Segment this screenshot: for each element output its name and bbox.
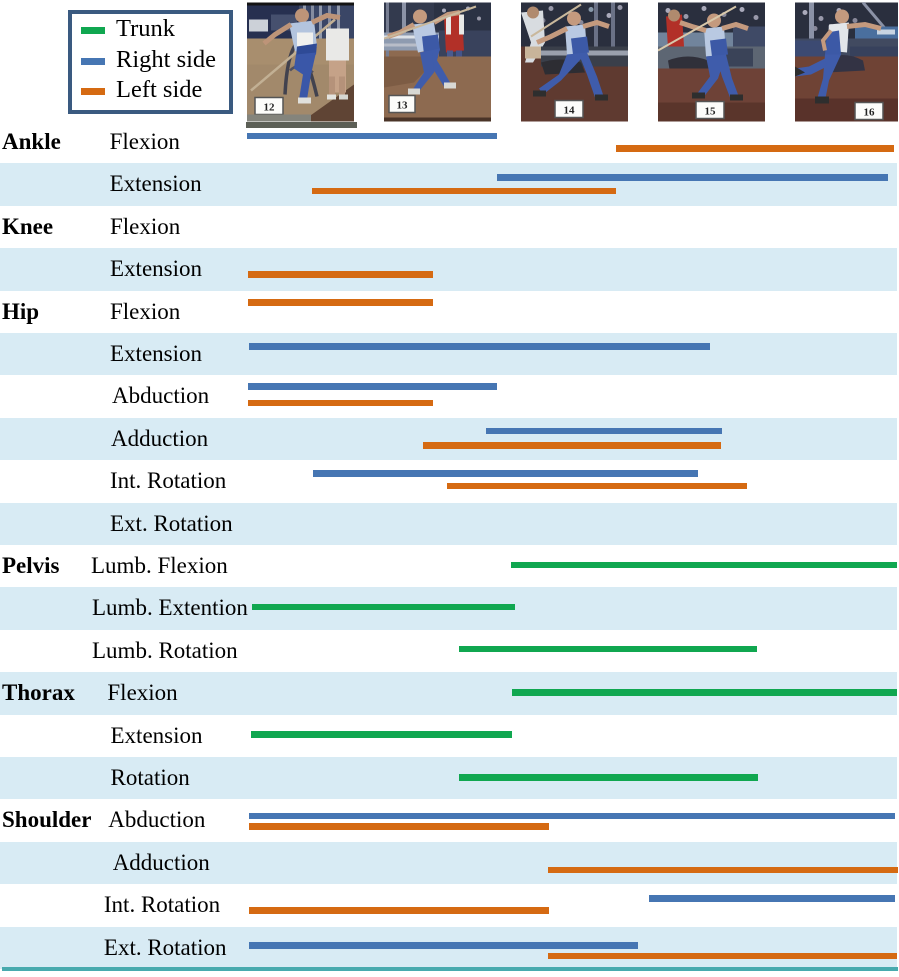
svg-text:13: 13 [397, 100, 409, 112]
svg-text:15: 15 [705, 106, 717, 118]
svg-text:16: 16 [864, 107, 876, 119]
svg-text:12: 12 [264, 102, 276, 114]
svg-text:14: 14 [564, 105, 576, 117]
